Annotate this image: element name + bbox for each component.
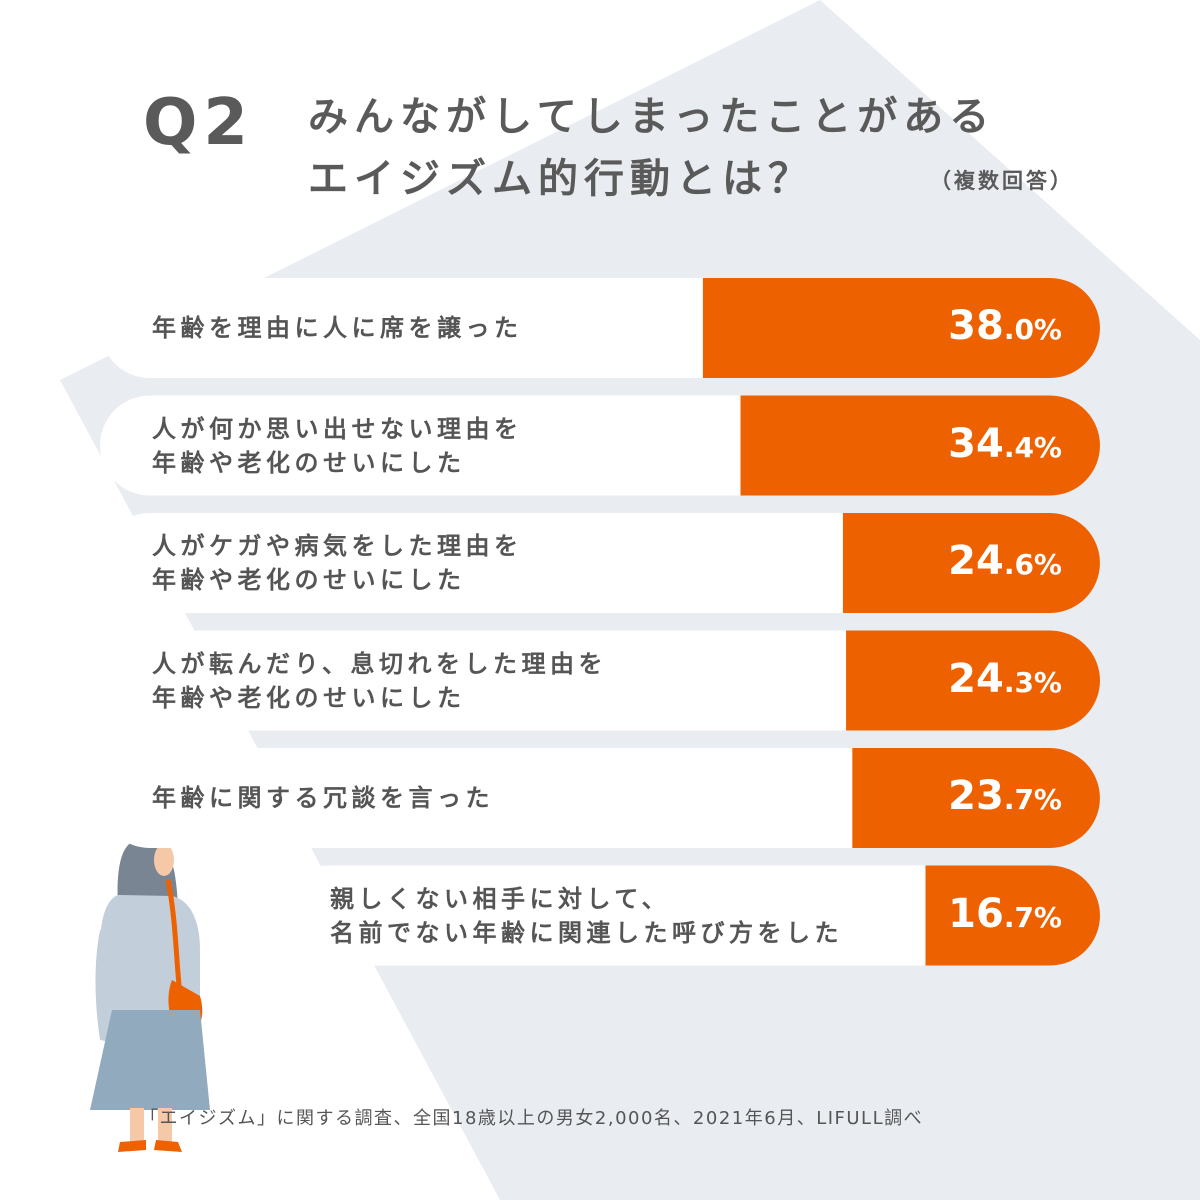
source-footnote: 「エイジズム」に関する調査、全国18歳以上の男女2,000名、2021年6月、L…	[140, 1108, 924, 1129]
bar-category-line: 人がケガや病気をした理由を	[152, 532, 523, 560]
bar-6	[925, 865, 1100, 966]
bar-value-decimal: .0%	[1003, 313, 1062, 346]
bar-category-label-3: 人がケガや病気をした理由を 年齢や老化のせいにした	[152, 529, 523, 597]
bar-track-6	[280, 865, 1100, 966]
bar-category-label-1: 年齢を理由に人に席を譲った	[152, 311, 523, 345]
thought-bubble-small	[208, 906, 242, 922]
bar-category-line: 年齢や老化のせいにした	[152, 448, 466, 477]
bar-value-label-6: 16.7%	[948, 894, 1062, 934]
bar-value-decimal: .7%	[1003, 900, 1062, 934]
bar-3	[842, 513, 1100, 613]
thought-bubble-large	[198, 872, 270, 894]
bar-4	[846, 630, 1100, 731]
bar-2	[740, 395, 1100, 496]
bar-1	[702, 278, 1100, 378]
bar-value-label-4: 24.3%	[948, 659, 1062, 699]
bar-category-line: 人が転んだり、息切れをした理由を	[152, 649, 608, 678]
bar-track-5	[100, 748, 1100, 848]
bar-value-integer: 38	[948, 303, 1004, 349]
question-number: Q2	[143, 86, 254, 160]
chart-title-line-1: みんながしてしまったことがある	[308, 94, 996, 140]
bar-value-integer: 23	[948, 773, 1004, 819]
bar-value-integer: 24	[948, 655, 1004, 702]
bar-value-decimal: .3%	[1003, 665, 1062, 699]
bar-category-line: 年齢に関する冗談を言った	[152, 784, 494, 812]
bar-value-label-1: 38.0%	[948, 306, 1062, 346]
bar-category-line: 年齢や老化のせいにした	[152, 683, 466, 712]
bar-value-integer: 16	[948, 890, 1004, 937]
bar-category-label-4: 人が転んだり、息切れをした理由を 年齢や老化のせいにした	[152, 647, 607, 715]
bar-category-label-2: 人が何か思い出せない理由を 年齢や老化のせいにした	[152, 412, 523, 480]
bar-value-decimal: .4%	[1003, 430, 1062, 464]
bar-value-decimal: .6%	[1003, 548, 1062, 581]
bar-5	[852, 748, 1100, 848]
bar-category-line: 年齢や老化のせいにした	[152, 566, 466, 594]
bar-category-label-5: 年齢に関する冗談を言った	[152, 781, 494, 815]
bar-category-line: 親しくない相手に対して、	[330, 884, 671, 913]
chart-title-line-2: エイジズム的行動とは？	[308, 156, 814, 202]
bar-category-line: 人が何か思い出せない理由を	[152, 414, 523, 443]
bar-category-line: 年齢を理由に人に席を譲った	[152, 314, 523, 342]
bar-value-integer: 24	[948, 538, 1004, 584]
bar-value-integer: 34	[948, 420, 1004, 467]
woman-thinking-illustration	[90, 839, 270, 1152]
bar-value-decimal: .7%	[1003, 783, 1062, 816]
bar-value-label-3: 24.6%	[948, 541, 1062, 581]
bar-value-label-5: 23.7%	[948, 776, 1062, 816]
bar-category-label-6: 親しくない相手に対して、名前でない年齢に関連した呼び方をした	[330, 882, 843, 950]
bar-value-label-2: 34.4%	[948, 424, 1062, 464]
chart-title: みんながしてしまったことがある エイジズム的行動とは？	[308, 86, 995, 210]
bar-category-line: 名前でない年齢に関連した呼び方をした	[330, 918, 843, 947]
multiple-answer-note: （複数回答）	[930, 169, 1074, 193]
